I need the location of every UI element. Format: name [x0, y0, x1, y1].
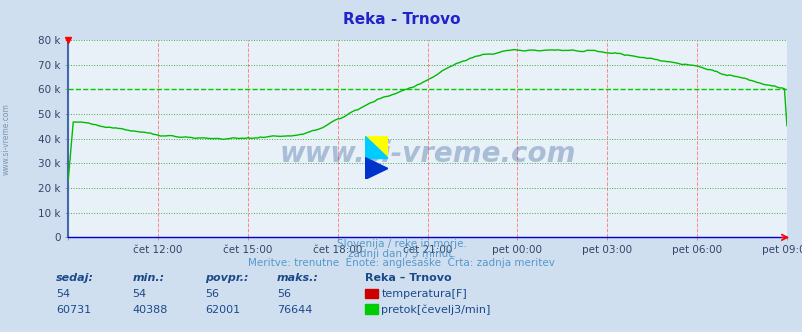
Text: 54: 54	[56, 289, 71, 299]
Text: pretok[čevelj3/min]: pretok[čevelj3/min]	[381, 304, 490, 315]
Text: sedaj:: sedaj:	[56, 273, 94, 283]
Polygon shape	[365, 136, 387, 158]
Text: 56: 56	[277, 289, 290, 299]
Text: maks.:: maks.:	[277, 273, 318, 283]
Polygon shape	[365, 158, 387, 179]
Text: Reka – Trnovo: Reka – Trnovo	[365, 273, 452, 283]
Text: temperatura[F]: temperatura[F]	[381, 289, 467, 299]
Text: www.si-vreme.com: www.si-vreme.com	[279, 140, 575, 168]
Text: zadnji dan / 5 minut.: zadnji dan / 5 minut.	[347, 249, 455, 259]
Text: min.:: min.:	[132, 273, 164, 283]
Text: 54: 54	[132, 289, 147, 299]
Text: Meritve: trenutne  Enote: anglešaške  Črta: zadnja meritev: Meritve: trenutne Enote: anglešaške Črta…	[248, 256, 554, 268]
Text: 62001: 62001	[205, 305, 240, 315]
Text: Slovenija / reke in morje.: Slovenija / reke in morje.	[336, 239, 466, 249]
Text: 60731: 60731	[56, 305, 91, 315]
Polygon shape	[365, 136, 387, 158]
Text: 56: 56	[205, 289, 218, 299]
Text: 76644: 76644	[277, 305, 312, 315]
Text: povpr.:: povpr.:	[205, 273, 248, 283]
Text: 40388: 40388	[132, 305, 168, 315]
Text: Reka - Trnovo: Reka - Trnovo	[342, 12, 460, 27]
Text: www.si-vreme.com: www.si-vreme.com	[2, 104, 11, 175]
